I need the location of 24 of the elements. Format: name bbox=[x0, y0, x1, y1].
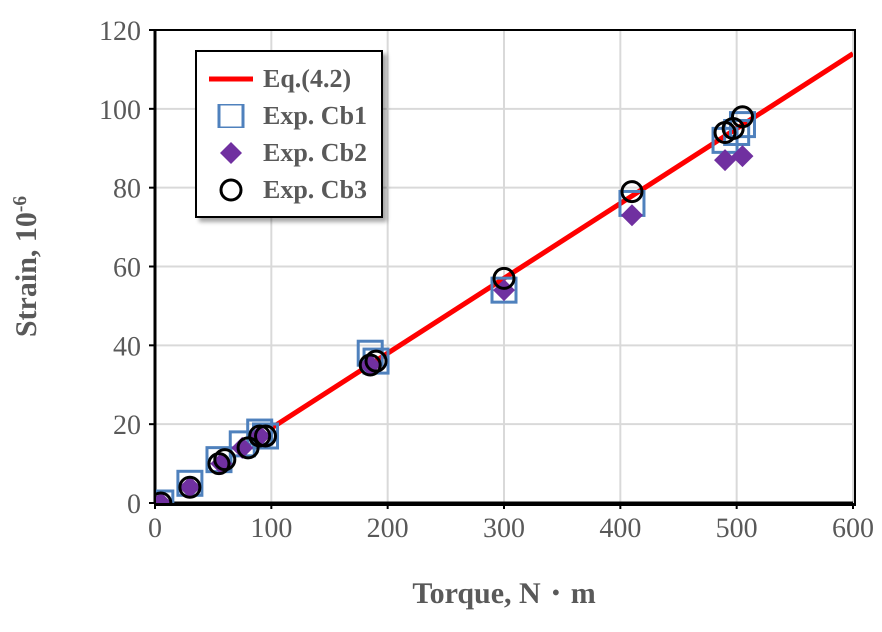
x-tick-label: 500 bbox=[716, 512, 758, 544]
y-tick-label: 0 bbox=[127, 488, 141, 520]
x-axis-title: Torque, N・m bbox=[412, 577, 596, 610]
point bbox=[714, 149, 736, 172]
y-tick-label: 60 bbox=[113, 252, 141, 284]
y-tick-label: 100 bbox=[99, 94, 141, 126]
legend-label: Eq.(4.2) bbox=[263, 64, 352, 94]
legend-label: Exp. Cb1 bbox=[263, 100, 368, 130]
x-tick-label: 0 bbox=[148, 512, 162, 544]
legend-label: Exp. Cb3 bbox=[263, 174, 368, 204]
point bbox=[620, 204, 643, 226]
point bbox=[618, 190, 646, 217]
y-tick-label: 20 bbox=[113, 410, 141, 442]
y-tick-label: 40 bbox=[113, 331, 141, 362]
x-tick-label: 400 bbox=[599, 512, 642, 544]
x-tick-label: 100 bbox=[250, 512, 292, 544]
point bbox=[731, 145, 754, 168]
x-tick-label: 200 bbox=[366, 512, 409, 544]
point bbox=[492, 266, 516, 290]
x-tick-label: 300 bbox=[483, 512, 525, 544]
y-tick-label: 80 bbox=[113, 174, 141, 205]
legend-label: Exp. Cb2 bbox=[263, 138, 368, 168]
x-tick-label: 600 bbox=[832, 512, 874, 544]
y-tick-label: 120 bbox=[99, 16, 141, 47]
